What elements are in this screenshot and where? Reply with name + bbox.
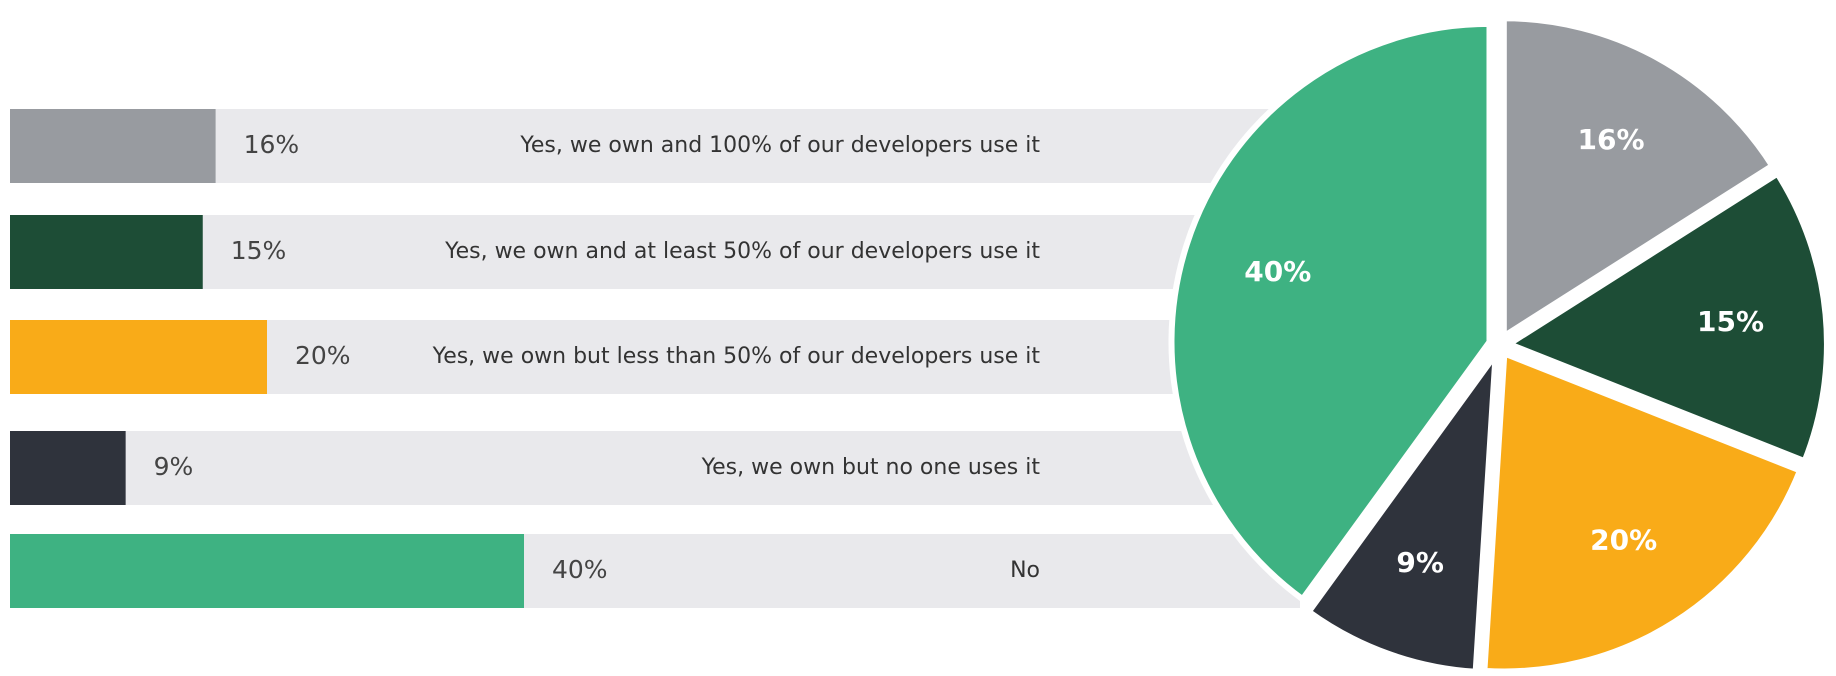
category-label: Yes, we own but less than 50% of our dev… bbox=[432, 344, 1041, 369]
pie-slice bbox=[1502, 169, 1830, 466]
bar bbox=[10, 431, 126, 505]
bar-track bbox=[10, 109, 1300, 183]
bar-track bbox=[10, 431, 1300, 505]
value-label: 16% bbox=[244, 130, 300, 159]
bar-track bbox=[10, 215, 1300, 289]
bar bbox=[10, 215, 203, 289]
bar bbox=[10, 320, 267, 394]
category-label: No bbox=[1010, 558, 1040, 583]
pie-label: 40% bbox=[1244, 255, 1311, 288]
value-label: 9% bbox=[154, 452, 194, 481]
pie-slice bbox=[1304, 344, 1500, 675]
category-label: Yes, we own and at least 50% of our deve… bbox=[444, 239, 1040, 264]
value-label: 15% bbox=[231, 236, 287, 265]
pie-slice bbox=[1481, 349, 1804, 675]
pie-slice bbox=[1168, 20, 1493, 604]
value-label: 40% bbox=[552, 555, 608, 584]
pie-label: 16% bbox=[1578, 123, 1645, 156]
pie-label: 15% bbox=[1697, 305, 1764, 338]
pie-slice bbox=[1500, 15, 1777, 342]
pie-label: 9% bbox=[1396, 546, 1444, 579]
value-label: 20% bbox=[295, 341, 351, 370]
bar bbox=[10, 109, 216, 183]
bar bbox=[10, 534, 524, 608]
category-label: Yes, we own and 100% of our developers u… bbox=[519, 133, 1040, 158]
pie-label: 20% bbox=[1590, 523, 1657, 556]
category-label: Yes, we own but no one uses it bbox=[701, 455, 1041, 480]
